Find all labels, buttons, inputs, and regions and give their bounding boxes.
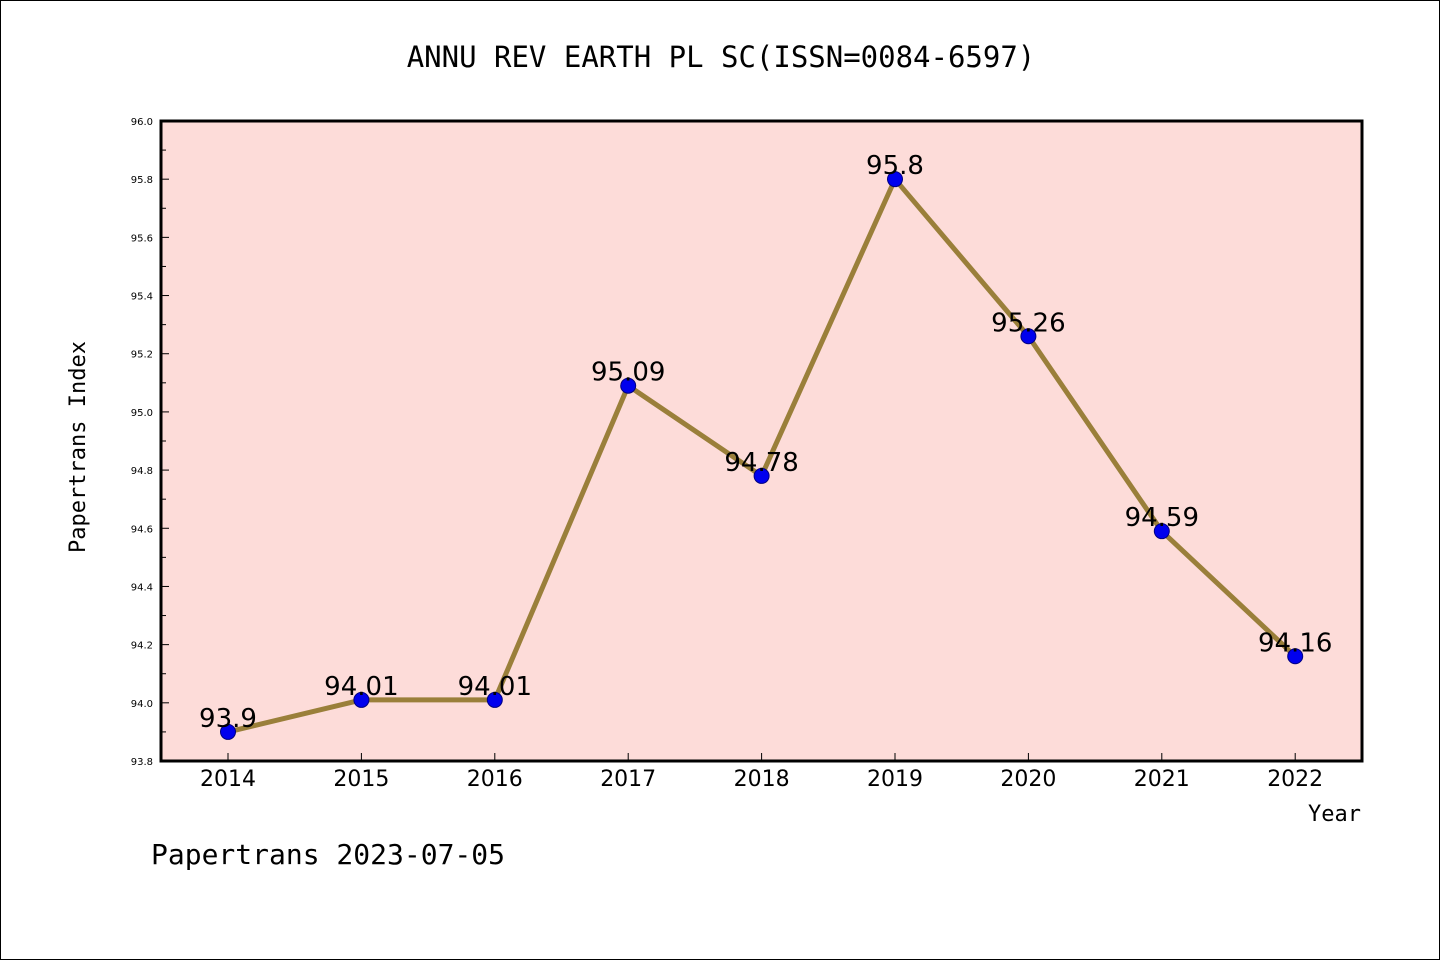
y-tick-label: 94.0 — [131, 699, 153, 710]
data-label: 93.9 — [199, 704, 257, 734]
y-tick-label: 94.2 — [131, 641, 153, 652]
x-axis-label: Year — [1308, 802, 1361, 827]
data-label: 94.78 — [724, 448, 798, 478]
data-point — [887, 171, 903, 188]
x-tick-label: 2018 — [734, 767, 790, 792]
x-tick-label: 2015 — [333, 767, 389, 792]
data-point — [753, 467, 770, 484]
data-point — [620, 377, 637, 394]
y-tick-label: 95.2 — [131, 350, 153, 361]
data-label: 94.01 — [458, 672, 532, 702]
data-point — [1153, 523, 1170, 540]
x-tick-label: 2017 — [600, 767, 656, 792]
y-tick-label: 95.8 — [131, 175, 153, 186]
y-tick-label: 94.4 — [131, 582, 153, 593]
y-tick-label: 95.0 — [131, 408, 153, 419]
y-axis: 93.8 94.0 94.2 94.4 94.6 94.8 95.0 95.2 95.4 95.6… — [131, 117, 169, 768]
data-label: 94.16 — [1258, 628, 1332, 658]
y-tick-label: 96.0 — [131, 117, 153, 128]
y-tick-label: 94.8 — [131, 466, 153, 477]
data-point — [353, 691, 370, 708]
y-tick-label: 95.4 — [131, 292, 153, 303]
x-tick-label: 2020 — [1000, 767, 1056, 792]
data-label: 94.59 — [1125, 503, 1199, 533]
y-tick-label: 95.6 — [131, 233, 153, 244]
footer-text: Papertrans 2023-07-05 — [151, 838, 505, 871]
data-label: 95.8 — [866, 151, 924, 181]
x-tick-label: 2016 — [467, 767, 523, 792]
data-point — [486, 691, 503, 708]
x-tick-label: 2019 — [867, 767, 923, 792]
data-markers — [220, 171, 1304, 740]
data-point — [1020, 328, 1037, 345]
data-label: 94.01 — [324, 672, 398, 702]
x-axis: 2014 2015 2016 2017 2018 2019 2020 2021 2022 — [200, 753, 1323, 792]
x-tick-label: 2014 — [200, 767, 256, 792]
chart-title: ANNU REV EARTH PL SC(ISSN=0084-6597) — [407, 40, 1036, 74]
x-tick-label: 2022 — [1267, 767, 1323, 792]
data-label: 95.26 — [991, 308, 1065, 338]
y-tick-label: 94.6 — [131, 524, 153, 535]
data-point — [1287, 648, 1304, 665]
data-labels: 93.9 94.01 94.01 95.09 94.78 95.8 95.26 94.59 94… — [199, 151, 1332, 734]
y-tick-label: 93.8 — [131, 757, 153, 768]
data-label: 95.09 — [591, 358, 665, 388]
x-tick-label: 2021 — [1134, 767, 1190, 792]
plot-area — [159, 119, 1364, 763]
y-axis-label: Papertrans Index — [66, 341, 91, 553]
data-point — [220, 723, 236, 740]
